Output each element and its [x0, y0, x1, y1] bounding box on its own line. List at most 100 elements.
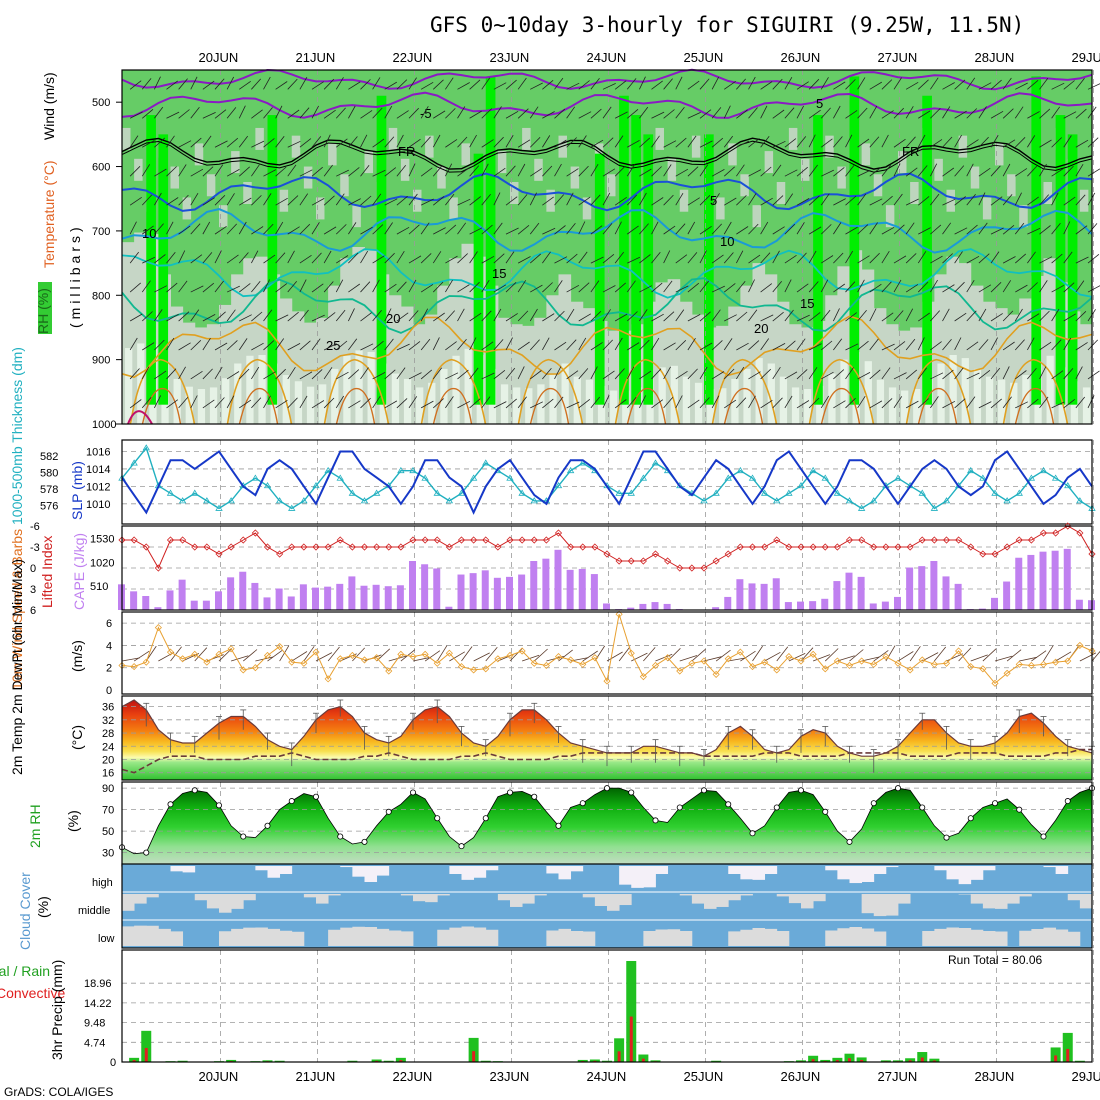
bottom-date-axis: 20JUN 21JUN 22JUN 23JUN 24JUN 25JUN 26JUN 27JUN… — [199, 1069, 1100, 1084]
thickness-label: 1000-500mb Thickness (dm) — [9, 347, 25, 525]
wind-barb — [141, 78, 152, 90]
rh-moist-column — [146, 115, 156, 405]
wind-barb — [808, 195, 820, 206]
wind-barb — [639, 192, 647, 206]
wind10-point — [724, 655, 732, 663]
cloud-mid-clear — [194, 894, 208, 901]
rh-upper-band — [510, 181, 519, 204]
cloud-panel: high middle low Cloud Cover (%) — [17, 863, 1093, 950]
precip-tick: 0 — [110, 1057, 116, 1069]
wind10-point — [397, 650, 405, 658]
wind-barb — [542, 227, 556, 235]
wind-barb — [396, 110, 409, 119]
wind-barb — [178, 311, 190, 322]
li-point — [845, 536, 854, 544]
wind10-point — [385, 667, 393, 675]
cloud-mid-clear — [522, 894, 535, 904]
top-date-label: 27JUN — [878, 50, 918, 65]
wind-barb — [1075, 194, 1086, 206]
wind10-point — [373, 654, 381, 662]
li-point — [1027, 536, 1035, 544]
wind-barb — [311, 105, 319, 119]
wind-barb — [990, 337, 998, 351]
rh-verydry-band — [755, 358, 763, 424]
wind-barb — [190, 309, 200, 322]
rh2m-point — [458, 843, 465, 850]
li-point — [179, 536, 187, 544]
wind-barb — [917, 134, 926, 148]
wind-barb — [990, 134, 999, 148]
rh-verydry-band — [513, 387, 521, 424]
cloud-high-clear — [473, 866, 487, 878]
wind-barb — [566, 401, 580, 409]
wind-barb — [760, 105, 768, 119]
thickness-point — [1076, 497, 1084, 504]
wind-barb — [360, 164, 370, 177]
wind-barb — [263, 193, 272, 206]
cape-bar — [202, 600, 210, 610]
wind-barb — [942, 198, 956, 206]
li-tick: -6 — [30, 521, 40, 533]
wind-barb — [869, 136, 880, 148]
wind-barb — [917, 165, 928, 177]
wind-barb — [1027, 135, 1036, 148]
rh-upper-band — [546, 189, 555, 212]
wind10-point — [700, 657, 708, 665]
wind10-point — [603, 677, 611, 685]
precip-total-bar — [832, 1057, 843, 1062]
wind-barb — [917, 196, 930, 206]
rh-verydry-band — [597, 385, 606, 424]
wind-barb — [772, 164, 782, 177]
wind-barb — [857, 340, 869, 351]
wind-barb — [336, 255, 349, 264]
wind10-tick: 6 — [106, 618, 112, 630]
wind10-barb — [740, 650, 756, 662]
wind-barb — [335, 279, 344, 293]
wind10-label: 10m Wind Speed & Barbs — [9, 529, 25, 690]
cloud-low-clear — [1031, 929, 1044, 946]
wind-barb — [784, 169, 798, 177]
wind-barb — [311, 283, 324, 293]
wind-barb — [299, 371, 313, 380]
top-date-label: 21JUN — [296, 50, 336, 65]
rh-verydry-band — [949, 355, 957, 424]
wind-barb — [687, 252, 698, 264]
wind-barb — [1075, 139, 1089, 148]
wind10-point — [785, 653, 793, 661]
rh2m-point — [992, 800, 999, 807]
li-point — [336, 536, 344, 544]
wind10-point — [494, 655, 502, 663]
wind-barb — [1063, 251, 1073, 264]
wind-barb — [542, 135, 551, 148]
wind-barb — [493, 106, 502, 119]
wind-barb — [808, 250, 817, 264]
wind-barb — [918, 312, 930, 322]
cloud-high-clear — [825, 866, 838, 871]
cloud-row-high: high — [92, 877, 113, 889]
wind-barb — [238, 135, 249, 148]
thickness-point — [275, 497, 284, 504]
wind10-point — [676, 667, 684, 675]
wind-barb — [978, 106, 987, 119]
wind-barb — [166, 251, 176, 264]
wind-barb — [881, 134, 889, 148]
wind-barb — [420, 338, 431, 351]
wind-barb — [917, 251, 927, 264]
thickness-point — [324, 466, 332, 474]
temperature-contour — [121, 137, 1093, 170]
wind-barb — [687, 368, 698, 380]
rh-upper-band — [898, 151, 907, 174]
cape-bar — [906, 567, 914, 610]
wind-barb — [1051, 284, 1065, 293]
rh-upper-band — [134, 158, 143, 181]
cloud-mid-clear — [813, 894, 826, 902]
wind-barb — [1002, 256, 1016, 264]
wind-barb — [336, 169, 349, 177]
contour-label: 15 — [800, 296, 814, 311]
li-point — [166, 536, 175, 544]
rh-verydry-band — [973, 368, 982, 424]
wind-barb — [566, 192, 574, 206]
rh2m-label: 2m RH — [27, 804, 43, 848]
wind-barb — [530, 401, 543, 409]
